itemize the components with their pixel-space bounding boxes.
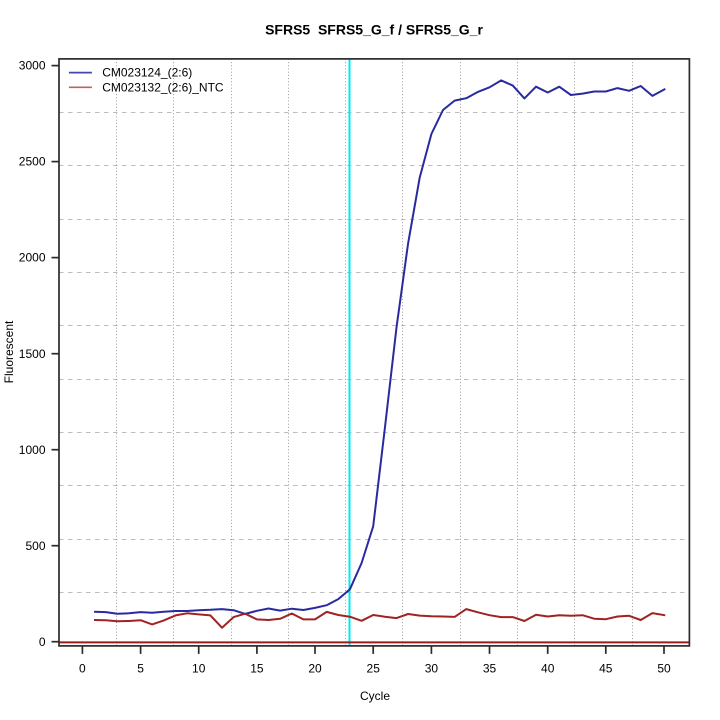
svg-text:CM023132_(2:6)_NTC: CM023132_(2:6)_NTC bbox=[102, 80, 224, 94]
svg-text:Cycle: Cycle bbox=[360, 689, 390, 703]
svg-text:500: 500 bbox=[25, 539, 45, 553]
svg-text:1000: 1000 bbox=[19, 443, 46, 457]
svg-text:2000: 2000 bbox=[19, 251, 46, 265]
svg-text:3000: 3000 bbox=[19, 59, 46, 73]
svg-text:1500: 1500 bbox=[19, 347, 46, 361]
svg-text:50: 50 bbox=[657, 661, 671, 675]
svg-text:0: 0 bbox=[79, 661, 86, 675]
svg-text:25: 25 bbox=[367, 661, 381, 675]
svg-text:5: 5 bbox=[137, 661, 144, 675]
svg-text:30: 30 bbox=[425, 661, 439, 675]
svg-text:CM023124_(2:6): CM023124_(2:6) bbox=[102, 66, 192, 80]
svg-text:Fluorescent: Fluorescent bbox=[2, 320, 16, 383]
svg-text:0: 0 bbox=[39, 635, 46, 649]
svg-text:40: 40 bbox=[541, 661, 555, 675]
svg-text:10: 10 bbox=[192, 661, 206, 675]
svg-text:15: 15 bbox=[250, 661, 264, 675]
svg-text:35: 35 bbox=[483, 661, 497, 675]
svg-text:2500: 2500 bbox=[19, 155, 46, 169]
svg-text:20: 20 bbox=[308, 661, 322, 675]
svg-text:SFRS5 SFRS5_G_f / SFRS5_G_r: SFRS5 SFRS5_G_f / SFRS5_G_r bbox=[265, 22, 483, 38]
svg-text:45: 45 bbox=[599, 661, 613, 675]
